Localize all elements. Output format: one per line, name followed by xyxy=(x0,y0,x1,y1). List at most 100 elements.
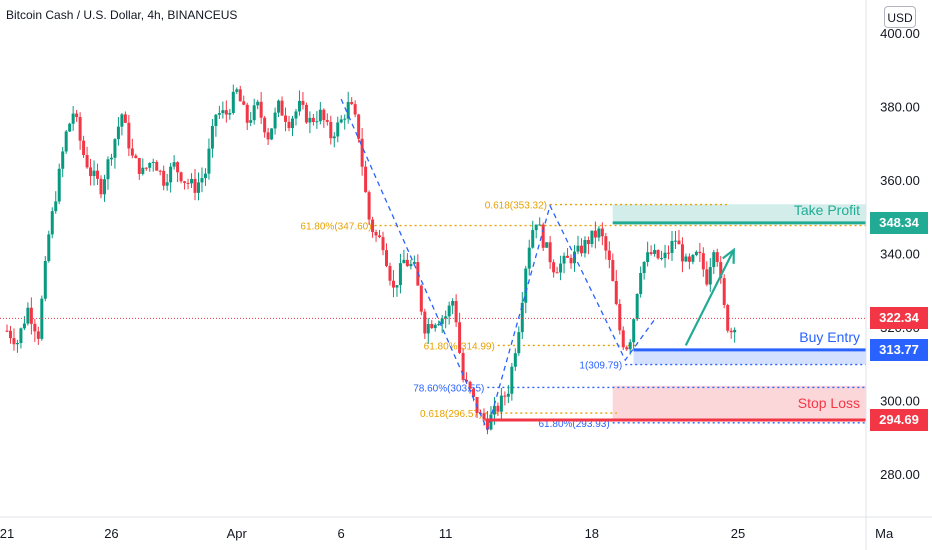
candle xyxy=(569,257,573,264)
candle xyxy=(134,155,138,159)
candle xyxy=(322,109,326,121)
candle xyxy=(510,366,514,394)
candle xyxy=(242,101,246,105)
candle xyxy=(308,117,312,123)
fib-label: 78.60%(303.55) xyxy=(413,383,484,394)
candle xyxy=(632,319,636,343)
candle xyxy=(294,111,298,119)
candle xyxy=(524,268,528,303)
candle xyxy=(304,104,308,123)
candle xyxy=(151,161,155,163)
candle xyxy=(607,250,611,261)
candle xyxy=(43,260,47,299)
candle xyxy=(130,148,134,156)
candle xyxy=(726,305,730,331)
candle xyxy=(280,100,284,116)
candle xyxy=(719,262,723,279)
harmonic-pattern-line xyxy=(340,98,655,432)
candle xyxy=(106,159,110,180)
candle xyxy=(68,123,72,132)
candle xyxy=(694,251,698,255)
candle xyxy=(625,347,629,350)
buy-entry-price-label: 313.77 xyxy=(870,338,928,361)
candle xyxy=(635,294,639,320)
candle xyxy=(29,307,33,324)
x-tick-label: Ma xyxy=(875,526,894,541)
candle xyxy=(357,114,361,139)
candle xyxy=(102,179,106,195)
y-tick-label: 380.00 xyxy=(880,100,920,115)
candle xyxy=(552,262,556,273)
candle xyxy=(210,126,214,149)
candle xyxy=(249,120,253,123)
y-tick-label: 280.00 xyxy=(880,467,920,482)
candle xyxy=(92,170,96,177)
candle xyxy=(492,405,496,415)
candle xyxy=(649,252,653,254)
zones-layer xyxy=(612,204,866,421)
candle xyxy=(618,304,622,331)
x-tick-label: 26 xyxy=(104,526,118,541)
candle xyxy=(245,104,249,123)
harmonic-pattern-layer xyxy=(340,98,735,432)
candle xyxy=(179,172,183,182)
candle xyxy=(141,167,145,174)
candle xyxy=(172,162,176,167)
candle xyxy=(419,285,423,312)
candle xyxy=(332,136,336,139)
candle xyxy=(423,311,427,334)
candle xyxy=(339,119,343,123)
candle xyxy=(541,224,545,248)
candle xyxy=(538,224,542,226)
candle xyxy=(378,235,382,238)
candle xyxy=(85,155,89,168)
candle xyxy=(54,201,58,212)
candle xyxy=(513,353,517,367)
candle xyxy=(506,393,510,397)
candle xyxy=(350,102,354,105)
candles-layer xyxy=(5,84,737,435)
candle xyxy=(256,101,260,106)
x-tick-label: 11 xyxy=(439,526,453,541)
candle xyxy=(472,388,476,397)
candle xyxy=(40,298,44,339)
candle xyxy=(315,121,319,123)
candle xyxy=(559,263,563,273)
fib-label: 61.80%(347.60) xyxy=(300,222,371,233)
candle xyxy=(548,242,552,263)
candle xyxy=(318,109,322,122)
candle xyxy=(465,379,469,382)
last-price-label: 322.34 xyxy=(870,307,928,330)
candle xyxy=(336,122,340,137)
currency-button[interactable]: USD xyxy=(884,6,916,28)
candle xyxy=(579,245,583,254)
candle xyxy=(391,280,395,288)
candle xyxy=(412,262,416,264)
stop-loss-text: Stop Loss xyxy=(798,395,860,411)
candle xyxy=(57,168,61,202)
candle xyxy=(646,252,650,262)
take-profit-price-label: 348.34 xyxy=(870,211,928,234)
candle xyxy=(207,148,211,174)
candle xyxy=(384,250,388,267)
candle xyxy=(430,324,434,329)
candle xyxy=(458,322,462,353)
candle xyxy=(482,413,486,420)
chart-title: Bitcoin Cash / U.S. Dollar, 4h, BINANCEU… xyxy=(6,8,238,22)
candle xyxy=(545,242,549,248)
candle xyxy=(259,101,263,118)
candle xyxy=(660,258,664,260)
buy-entry-text: Buy Entry xyxy=(799,329,860,345)
candle xyxy=(722,278,726,306)
candle xyxy=(451,300,455,306)
candle xyxy=(680,244,684,262)
candle xyxy=(729,330,733,333)
candle xyxy=(277,100,281,113)
candle xyxy=(677,240,681,245)
projection-arrow-head xyxy=(722,247,735,264)
candle xyxy=(284,115,288,122)
candle xyxy=(614,281,618,305)
candle xyxy=(33,323,37,332)
